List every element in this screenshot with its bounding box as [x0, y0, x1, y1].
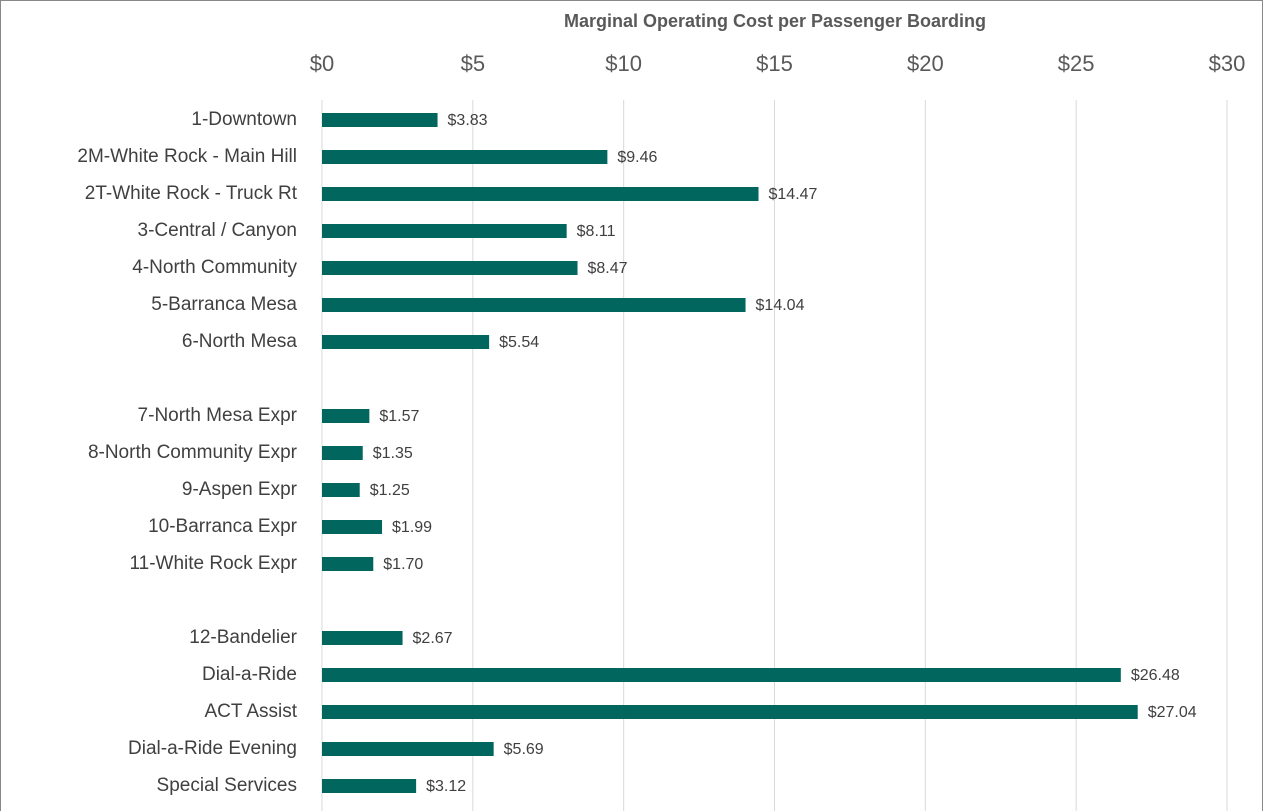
x-tick-label: $30	[1209, 51, 1246, 76]
x-tick-label: $20	[907, 51, 944, 76]
value-label: $8.47	[588, 260, 628, 277]
x-tick-label: $25	[1058, 51, 1095, 76]
y-tick-label: 10-Barranca Expr	[148, 516, 298, 537]
value-label: $3.12	[426, 778, 466, 795]
value-label: $14.04	[756, 297, 805, 314]
bar	[322, 483, 360, 497]
bar	[322, 446, 363, 460]
x-tick-label: $0	[310, 51, 334, 76]
y-tick-label: 5-Barranca Mesa	[151, 294, 297, 315]
y-tick-label: ACT Assist	[204, 701, 297, 722]
y-tick-label: 6-North Mesa	[182, 331, 298, 352]
value-label: $27.04	[1148, 704, 1197, 721]
x-tick-label: $10	[605, 51, 642, 76]
y-tick-label: Dial-a-Ride Evening	[128, 738, 297, 759]
value-label: $5.54	[499, 334, 539, 351]
value-label: $1.99	[392, 519, 432, 536]
bar	[322, 779, 417, 793]
y-tick-label: 2M-White Rock - Main Hill	[77, 146, 297, 167]
y-tick-label: 7-North Mesa Expr	[138, 405, 298, 426]
value-label: $1.57	[379, 408, 419, 425]
value-label: $26.48	[1131, 667, 1180, 684]
value-label: $1.25	[370, 482, 410, 499]
bar	[322, 187, 759, 201]
y-tick-label: 3-Central / Canyon	[138, 220, 297, 241]
value-label: $3.83	[448, 112, 488, 129]
bar	[322, 150, 608, 164]
value-label: $14.47	[769, 186, 818, 203]
y-tick-label: 4-North Community	[132, 257, 297, 278]
bar	[322, 113, 438, 127]
value-label: $1.70	[383, 556, 423, 573]
y-tick-label: 12-Bandelier	[189, 627, 297, 648]
bar	[322, 742, 494, 756]
bar	[322, 409, 370, 423]
y-tick-label: Special Services	[157, 775, 297, 796]
value-label: $1.35	[373, 445, 413, 462]
y-tick-label: 8-North Community Expr	[88, 442, 298, 463]
y-tick-label: 11-White Rock Expr	[129, 553, 297, 574]
value-label: $9.46	[617, 149, 657, 166]
x-tick-label: $15	[756, 51, 793, 76]
y-tick-label: 1-Downtown	[191, 109, 297, 130]
value-label: $2.67	[413, 630, 453, 647]
x-tick-label: $5	[461, 51, 485, 76]
bar	[322, 298, 746, 312]
bar	[322, 224, 567, 238]
value-label: $8.11	[577, 223, 616, 240]
bar	[322, 631, 403, 645]
bar	[322, 705, 1138, 719]
bar	[322, 261, 578, 275]
y-tick-label: Dial-a-Ride	[202, 664, 297, 685]
bar	[322, 520, 383, 534]
y-tick-label: 9-Aspen Expr	[182, 479, 298, 500]
bar	[322, 668, 1121, 682]
y-tick-label: 2T-White Rock - Truck Rt	[85, 183, 298, 204]
chart-title: Marginal Operating Cost per Passenger Bo…	[564, 11, 986, 31]
value-label: $5.69	[504, 741, 544, 758]
bar	[322, 335, 490, 349]
bar	[322, 557, 374, 571]
